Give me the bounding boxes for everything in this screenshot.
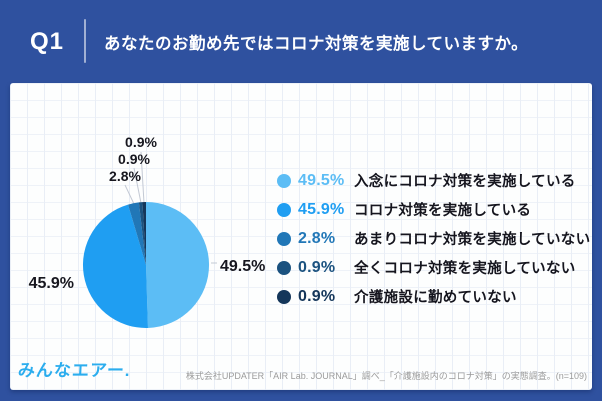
legend-swatch-icon [277, 173, 291, 188]
pie-value-label: 2.8% [109, 168, 141, 184]
legend-label: コロナ対策を実施している [354, 203, 532, 219]
question-title: あなたのお勤め先ではコロナ対策を実施していますか。 [104, 34, 529, 53]
legend-swatch-icon [277, 260, 291, 275]
pie-value-label: 45.9% [29, 275, 74, 292]
pie-leader-line [133, 167, 142, 204]
pie-slice [142, 202, 146, 265]
legend-item: 0.9% 全くコロナ対策を実施していない [277, 253, 590, 282]
legend-percent: 0.9% [298, 287, 336, 305]
legend-percent: 2.8% [298, 229, 336, 247]
header-divider [84, 19, 86, 63]
legend-percent: 0.9% [298, 258, 336, 276]
legend-percent: 49.5% [298, 171, 345, 189]
pie-leader-line [140, 151, 145, 204]
question-header: Q1 あなたのお勤め先ではコロナ対策を実施していますか。 [0, 0, 602, 83]
minna-air-logo: みんなエアー. [17, 361, 132, 380]
chart-legend: 49.5% 入念にコロナ対策を実施している 45.9% コロナ対策を実施している… [277, 166, 590, 311]
pie-slice [128, 202, 146, 265]
source-note: 株式会社UPDATER「AIR Lab. JOURNAL」調べ_「介護施設内のコ… [185, 371, 587, 381]
pie-value-label: 0.9% [118, 151, 150, 167]
pie-slice [146, 201, 210, 328]
pie-slice [82, 204, 148, 329]
legend-swatch-icon [277, 231, 291, 246]
legend-percent: 45.9% [298, 200, 345, 218]
chart-card: 49.5% 45.9% 2.8% 0.9% 0.9% 49.5% 入念にコロナ対策を実施… [10, 83, 592, 390]
legend-swatch-icon [277, 289, 291, 304]
pie-chart: 49.5%45.9%2.8%0.9%0.9% [29, 134, 265, 329]
legend-label: 全くコロナ対策を実施していない [354, 261, 576, 277]
pie-value-label: 49.5% [220, 258, 265, 275]
pie-leader-line [124, 184, 135, 205]
legend-item: 49.5% 入念にコロナ対策を実施している [277, 166, 590, 195]
legend-label: 入念にコロナ対策を実施している [354, 174, 576, 190]
question-number: Q1 [30, 27, 65, 55]
legend-label: あまりコロナ対策を実施していない [354, 232, 591, 248]
legend-swatch-icon [277, 202, 291, 217]
legend-item: 2.8% あまりコロナ対策を実施していない [277, 224, 590, 253]
legend-item: 0.9% 介護施設に勤めていない [277, 282, 590, 311]
pie-slice [138, 202, 146, 265]
pie-value-label: 0.9% [125, 134, 157, 150]
legend-label: 介護施設に勤めていない [354, 290, 517, 306]
legend-item: 45.9% コロナ対策を実施している [277, 195, 590, 224]
